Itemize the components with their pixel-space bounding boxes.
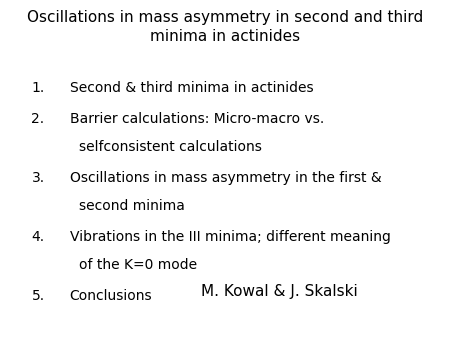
Text: of the K=0 mode: of the K=0 mode: [79, 258, 197, 271]
Text: Vibrations in the III minima; different meaning: Vibrations in the III minima; different …: [70, 230, 391, 244]
Text: Conclusions: Conclusions: [70, 289, 153, 303]
Text: M. Kowal & J. Skalski: M. Kowal & J. Skalski: [201, 284, 357, 299]
Text: 2.: 2.: [32, 112, 45, 126]
Text: 4.: 4.: [32, 230, 45, 244]
Text: 1.: 1.: [32, 81, 45, 95]
Text: selfconsistent calculations: selfconsistent calculations: [79, 140, 261, 154]
Text: 3.: 3.: [32, 171, 45, 185]
Text: Oscillations in mass asymmetry in the first &: Oscillations in mass asymmetry in the fi…: [70, 171, 382, 185]
Text: second minima: second minima: [79, 199, 184, 213]
Text: Barrier calculations: Micro-macro vs.: Barrier calculations: Micro-macro vs.: [70, 112, 324, 126]
Text: Second & third minima in actinides: Second & third minima in actinides: [70, 81, 313, 95]
Text: 5.: 5.: [32, 289, 45, 303]
Text: Oscillations in mass asymmetry in second and third
minima in actinides: Oscillations in mass asymmetry in second…: [27, 10, 423, 44]
